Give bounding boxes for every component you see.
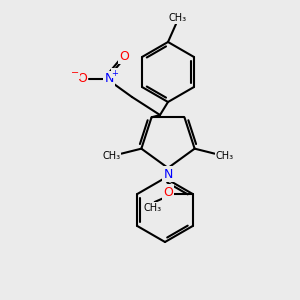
Text: CH₃: CH₃ (169, 13, 187, 23)
Text: O: O (119, 50, 129, 62)
Text: N: N (163, 167, 173, 181)
Text: +: + (112, 68, 118, 77)
Text: −: − (71, 68, 79, 78)
Text: O: O (163, 185, 173, 199)
Text: CH₃: CH₃ (144, 203, 162, 213)
Text: CH₃: CH₃ (216, 151, 234, 161)
Text: CH₃: CH₃ (102, 151, 120, 161)
Text: O: O (77, 73, 87, 85)
Text: N: N (104, 73, 114, 85)
